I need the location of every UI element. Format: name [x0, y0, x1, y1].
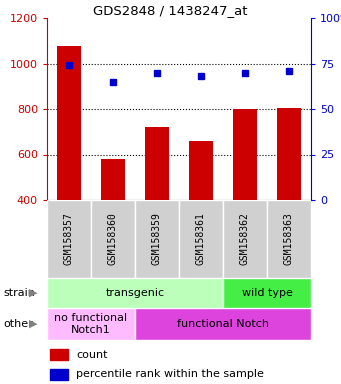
- Text: wild type: wild type: [241, 288, 293, 298]
- Text: GDS2848 / 1438247_at: GDS2848 / 1438247_at: [93, 4, 248, 17]
- FancyBboxPatch shape: [47, 200, 91, 278]
- Text: GSM158362: GSM158362: [240, 213, 250, 265]
- Text: GSM158360: GSM158360: [108, 213, 118, 265]
- Text: ▶: ▶: [29, 319, 38, 329]
- Text: other: other: [3, 319, 33, 329]
- Text: percentile rank within the sample: percentile rank within the sample: [76, 369, 264, 379]
- Text: GSM158363: GSM158363: [284, 213, 294, 265]
- FancyBboxPatch shape: [135, 308, 311, 340]
- Bar: [145, 127, 169, 200]
- Text: no functional
Notch1: no functional Notch1: [55, 313, 128, 335]
- Text: GSM158361: GSM158361: [196, 213, 206, 265]
- FancyBboxPatch shape: [91, 200, 135, 278]
- Bar: [101, 159, 125, 200]
- Bar: [50, 349, 68, 360]
- FancyBboxPatch shape: [223, 200, 267, 278]
- Bar: [189, 141, 213, 200]
- Text: strain: strain: [3, 288, 35, 298]
- FancyBboxPatch shape: [135, 200, 179, 278]
- Bar: [50, 369, 68, 380]
- FancyBboxPatch shape: [223, 278, 311, 308]
- Text: count: count: [76, 349, 107, 359]
- Bar: [233, 109, 257, 200]
- FancyBboxPatch shape: [47, 308, 135, 340]
- FancyBboxPatch shape: [47, 278, 223, 308]
- FancyBboxPatch shape: [179, 200, 223, 278]
- Text: GSM158357: GSM158357: [64, 213, 74, 265]
- Bar: [277, 108, 301, 200]
- Text: ▶: ▶: [29, 288, 38, 298]
- FancyBboxPatch shape: [267, 200, 311, 278]
- Bar: [57, 46, 81, 200]
- Text: functional Notch: functional Notch: [177, 319, 269, 329]
- Text: transgenic: transgenic: [105, 288, 165, 298]
- Text: GSM158359: GSM158359: [152, 213, 162, 265]
